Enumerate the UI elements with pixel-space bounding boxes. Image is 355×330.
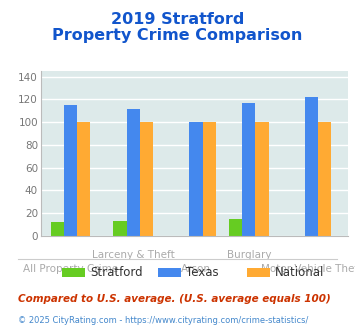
Bar <box>51 222 64 236</box>
Text: Motor Vehicle Theft: Motor Vehicle Theft <box>261 264 355 274</box>
Bar <box>229 219 242 236</box>
Text: Property Crime Comparison: Property Crime Comparison <box>52 28 303 43</box>
Text: Stratford: Stratford <box>91 266 143 279</box>
Bar <box>190 122 203 236</box>
Bar <box>127 109 140 236</box>
Text: Arson: Arson <box>181 264 211 274</box>
Text: Burglary: Burglary <box>226 250 271 260</box>
Text: Texas: Texas <box>186 266 219 279</box>
Text: Larceny & Theft: Larceny & Theft <box>92 250 175 260</box>
Text: © 2025 CityRating.com - https://www.cityrating.com/crime-statistics/: © 2025 CityRating.com - https://www.city… <box>18 315 308 325</box>
Bar <box>242 103 256 236</box>
Bar <box>203 122 216 236</box>
Text: Compared to U.S. average. (U.S. average equals 100): Compared to U.S. average. (U.S. average … <box>18 294 331 304</box>
Bar <box>77 122 91 236</box>
Bar <box>305 97 318 236</box>
Bar <box>318 122 331 236</box>
Bar <box>140 122 153 236</box>
Bar <box>64 105 77 236</box>
Text: National: National <box>275 266 324 279</box>
Bar <box>114 221 127 236</box>
Text: 2019 Stratford: 2019 Stratford <box>111 12 244 26</box>
Bar <box>256 122 269 236</box>
Text: All Property Crime: All Property Crime <box>23 264 118 274</box>
